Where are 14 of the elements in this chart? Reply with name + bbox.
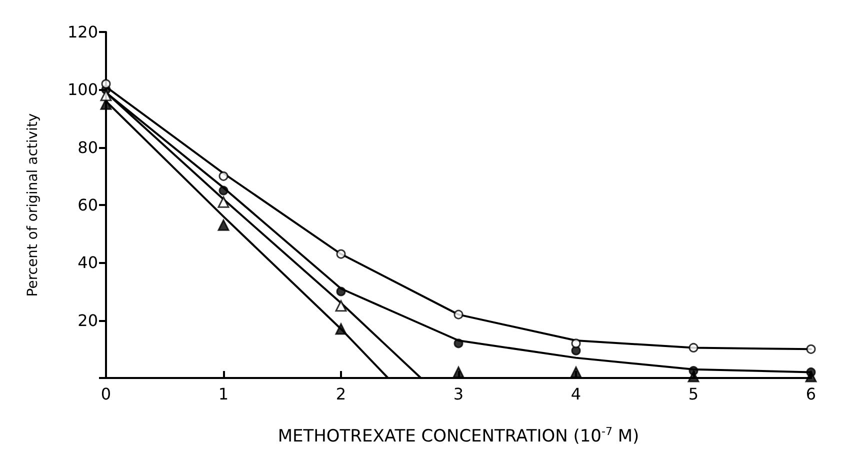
y-tick-label: 40 [78, 253, 98, 272]
x-tick-label: 4 [570, 384, 582, 404]
y-tick-label: 80 [78, 138, 98, 157]
y-axis-title: Percent of original activity [25, 113, 41, 297]
y-tick-label: 20 [78, 310, 98, 330]
y-tick-label: 60 [78, 196, 98, 214]
x-tick-label: 5 [688, 384, 699, 404]
x-tick-label: 6 [806, 384, 816, 404]
x-tick-label: 2 [336, 384, 346, 404]
x-tick-label: 3 [453, 384, 464, 404]
y-tick-label: 100 [67, 80, 98, 100]
x-tick-label: 1 [218, 384, 229, 404]
x-tick-label: 0 [100, 384, 112, 404]
y-tick-label: 120 [67, 22, 98, 42]
